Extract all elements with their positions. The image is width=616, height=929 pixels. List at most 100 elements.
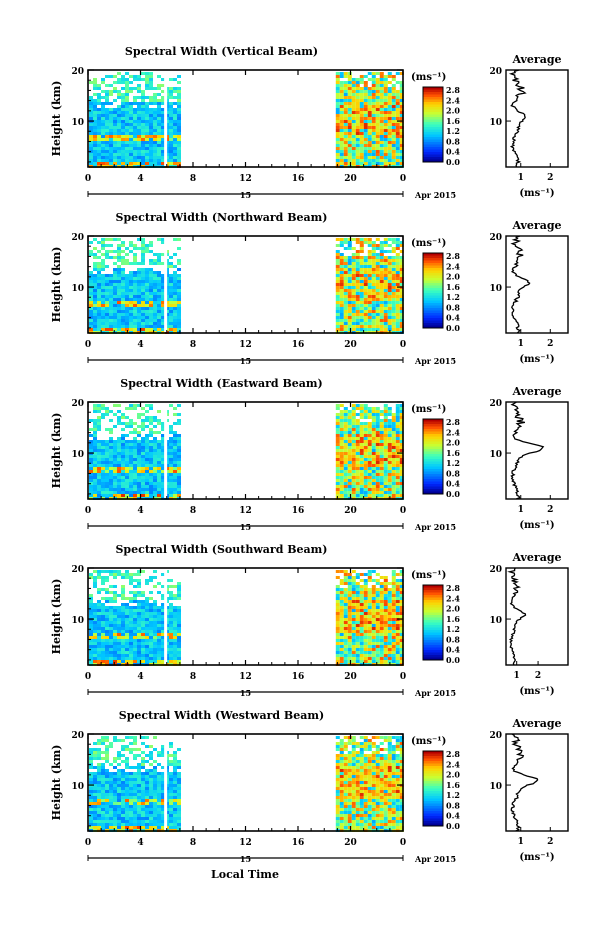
heatmap-cell xyxy=(113,90,117,93)
heatmap-cell xyxy=(347,651,352,654)
heatmap-cell xyxy=(133,295,137,298)
heatmap-cell xyxy=(383,470,388,473)
heatmap-cell xyxy=(371,289,376,292)
heatmap-cell xyxy=(355,600,360,603)
heatmap-cell xyxy=(145,271,149,274)
heatmap-cell xyxy=(387,591,392,594)
heatmap-cell xyxy=(93,473,97,476)
heatmap-cell xyxy=(113,298,117,301)
heatmap-cell xyxy=(387,310,392,313)
heatmap-cell xyxy=(399,639,404,642)
heatmap-cell xyxy=(161,123,165,126)
heatmap-cell xyxy=(109,283,113,286)
heatmap-cell xyxy=(137,582,141,585)
heatmap-cell xyxy=(149,467,153,470)
heatmap-cell xyxy=(335,585,340,588)
heatmap-cell xyxy=(375,295,380,298)
heatmap-cell xyxy=(105,274,109,277)
heatmap-cell xyxy=(169,642,173,645)
heatmap-cell xyxy=(347,603,352,606)
heatmap-cell xyxy=(177,654,181,657)
heatmap-cell xyxy=(101,606,105,609)
heatmap-cell xyxy=(383,446,388,449)
heatmap-cell xyxy=(145,642,149,645)
heatmap-cell xyxy=(335,295,340,298)
heatmap-cell xyxy=(121,75,125,78)
heatmap-cell xyxy=(125,286,129,289)
heatmap-cell xyxy=(133,316,137,319)
heatmap-cell xyxy=(371,99,376,102)
colorbar-segment xyxy=(423,449,443,452)
heatmap-cell xyxy=(149,458,153,461)
heatmap-cell xyxy=(363,461,368,464)
heatmap-cell xyxy=(153,470,157,473)
heatmap-cell xyxy=(363,482,368,485)
heatmap-cell xyxy=(343,99,348,102)
heatmap-cell xyxy=(383,440,388,443)
heatmap-cell xyxy=(141,132,145,135)
heatmap-cell xyxy=(371,280,376,283)
heatmap-cell xyxy=(113,618,117,621)
heatmap-cell xyxy=(383,162,388,165)
heatmap-cell xyxy=(399,99,404,102)
heatmap-cell xyxy=(145,660,149,663)
heatmap-cell xyxy=(363,81,368,84)
heatmap-cell xyxy=(363,449,368,452)
heatmap-cell xyxy=(157,422,161,425)
heatmap-cell xyxy=(169,90,173,93)
heatmap-cell xyxy=(383,657,388,660)
heatmap-cell xyxy=(387,117,392,120)
heatmap-cell xyxy=(387,328,392,331)
heatmap-cell xyxy=(359,606,364,609)
heatmap-cell xyxy=(379,654,384,657)
heatmap-cell xyxy=(173,319,177,322)
heatmap-cell xyxy=(117,660,121,663)
heatmap-cell xyxy=(351,431,356,434)
heatmap-cell xyxy=(367,256,372,259)
heatmap-cell xyxy=(149,102,153,105)
heatmap-cell xyxy=(367,268,372,271)
heatmap-cell xyxy=(169,277,173,280)
heatmap-cell xyxy=(101,117,105,120)
heatmap-cell xyxy=(335,615,340,618)
heatmap-cell xyxy=(141,313,145,316)
heatmap-cell xyxy=(129,138,133,141)
heatmap-cell xyxy=(173,413,177,416)
heatmap-cell xyxy=(343,603,348,606)
heatmap-cell xyxy=(371,443,376,446)
colorbar-tick-label: 2.8 xyxy=(446,251,460,261)
heatmap-cell xyxy=(383,102,388,105)
heatmap-cell xyxy=(363,96,368,99)
heatmap-cell xyxy=(117,247,121,250)
heatmap-cell xyxy=(153,316,157,319)
heatmap-cell xyxy=(113,449,117,452)
heatmap-cell xyxy=(121,615,125,618)
heatmap-cell xyxy=(359,307,364,310)
heatmap-cell xyxy=(359,156,364,159)
heatmap-cell xyxy=(125,473,129,476)
heatmap-cell xyxy=(129,485,133,488)
heatmap-cell xyxy=(145,108,149,111)
heatmap-cell xyxy=(105,253,109,256)
heatmap-cell xyxy=(141,280,145,283)
heatmap-cell xyxy=(105,283,109,286)
heatmap-cell xyxy=(97,144,101,147)
heatmap-cell xyxy=(375,316,380,319)
heatmap-cell xyxy=(177,479,181,482)
heatmap-cell xyxy=(137,482,141,485)
heatmap-cell xyxy=(371,645,376,648)
heatmap-cell xyxy=(339,449,344,452)
heatmap-cell xyxy=(133,120,137,123)
heatmap-cell xyxy=(141,458,145,461)
heatmap-cell xyxy=(173,494,177,497)
heatmap-cell xyxy=(335,280,340,283)
heatmap-cell xyxy=(351,443,356,446)
heatmap-cell xyxy=(149,612,153,615)
heatmap-cell xyxy=(387,144,392,147)
heatmap-cell xyxy=(89,440,93,443)
heatmap-cell xyxy=(363,120,368,123)
heatmap-cell xyxy=(399,431,404,434)
heatmap-cell xyxy=(355,461,360,464)
heatmap-cell xyxy=(109,630,113,633)
heatmap-cell xyxy=(105,455,109,458)
